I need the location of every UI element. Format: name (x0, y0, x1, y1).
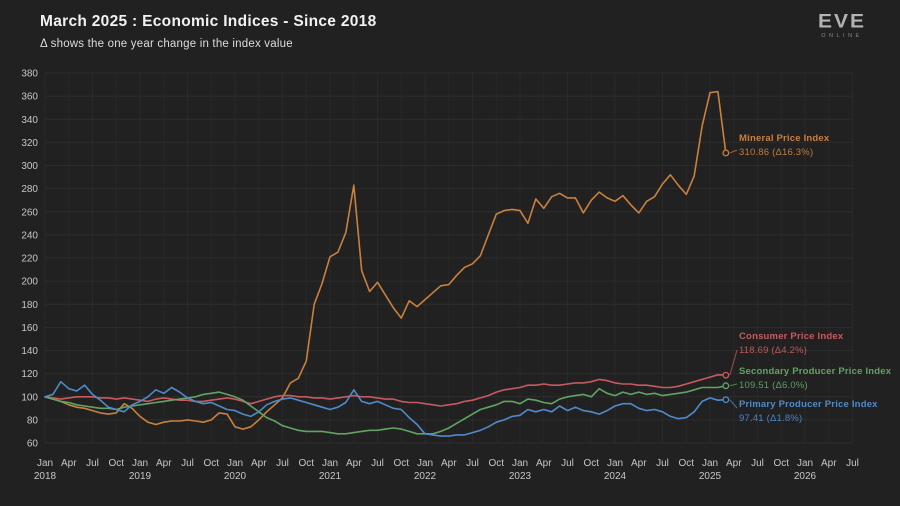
svg-text:280: 280 (21, 184, 38, 195)
svg-text:2023: 2023 (509, 471, 532, 482)
svg-text:2026: 2026 (794, 471, 817, 482)
svg-text:Jul: Jul (846, 458, 859, 469)
svg-text:Apr: Apr (631, 458, 647, 469)
svg-text:Apr: Apr (346, 458, 362, 469)
svg-text:220: 220 (21, 254, 38, 265)
svg-text:Jul: Jul (656, 458, 669, 469)
svg-text:Apr: Apr (821, 458, 837, 469)
svg-text:Jan: Jan (702, 458, 718, 469)
svg-text:Oct: Oct (773, 458, 789, 469)
eve-logo-subtext: ONLINE (821, 33, 863, 39)
svg-text:80: 80 (27, 415, 39, 426)
svg-text:Oct: Oct (678, 458, 694, 469)
svg-text:2021: 2021 (319, 471, 342, 482)
svg-text:Oct: Oct (488, 458, 504, 469)
series-label: Secondary Producer Price Index (739, 366, 892, 377)
svg-text:2019: 2019 (129, 471, 152, 482)
svg-text:Jul: Jul (86, 458, 99, 469)
series-value: 97.41 (Δ1.8%) (739, 413, 803, 424)
svg-text:180: 180 (21, 300, 38, 311)
svg-text:Jan: Jan (227, 458, 243, 469)
svg-text:Jul: Jul (561, 458, 574, 469)
svg-text:320: 320 (21, 138, 38, 149)
series-label: Mineral Price Index (739, 133, 830, 144)
annotation-secondary-producer-price-index: Secondary Producer Price Index 109.51 (Δ… (739, 366, 891, 392)
series-value: 118.69 (Δ4.2%) (739, 345, 808, 356)
svg-text:160: 160 (21, 323, 38, 334)
svg-text:Apr: Apr (61, 458, 77, 469)
svg-text:Oct: Oct (583, 458, 599, 469)
svg-text:Apr: Apr (251, 458, 267, 469)
svg-text:240: 240 (21, 230, 38, 241)
svg-text:Oct: Oct (298, 458, 314, 469)
series-value: 310.86 (Δ16.3%) (739, 147, 814, 158)
series-value: 109.51 (Δ6.0%) (739, 380, 808, 391)
svg-text:Oct: Oct (108, 458, 124, 469)
svg-text:Apr: Apr (536, 458, 552, 469)
svg-text:2025: 2025 (699, 471, 722, 482)
svg-text:Jan: Jan (417, 458, 433, 469)
svg-text:Jul: Jul (276, 458, 289, 469)
svg-text:Jul: Jul (371, 458, 384, 469)
page-subtitle: Δ shows the one year change in the index… (40, 38, 293, 50)
eve-online-logo: EVE ONLINE (812, 12, 872, 39)
page-title: March 2025 : Economic Indices - Since 20… (40, 13, 377, 30)
svg-text:2018: 2018 (34, 471, 57, 482)
svg-text:Jul: Jul (751, 458, 764, 469)
svg-text:Jan: Jan (512, 458, 528, 469)
svg-text:Jul: Jul (466, 458, 479, 469)
svg-text:Jan: Jan (607, 458, 623, 469)
svg-text:Jan: Jan (132, 458, 148, 469)
svg-text:Apr: Apr (726, 458, 742, 469)
annotation-mineral-price-index: Mineral Price Index 310.86 (Δ16.3%) (739, 133, 829, 159)
svg-text:Apr: Apr (441, 458, 457, 469)
svg-text:300: 300 (21, 161, 38, 172)
svg-text:260: 260 (21, 207, 38, 218)
eve-logo-text: EVE (817, 10, 867, 33)
svg-text:360: 360 (21, 92, 38, 103)
svg-text:340: 340 (21, 115, 38, 126)
svg-text:Oct: Oct (203, 458, 219, 469)
svg-text:60: 60 (27, 439, 39, 450)
svg-text:Jul: Jul (181, 458, 194, 469)
series-label: Primary Producer Price Index (739, 399, 878, 410)
series-label: Consumer Price Index (739, 331, 844, 342)
svg-text:2024: 2024 (604, 471, 627, 482)
svg-text:Apr: Apr (156, 458, 172, 469)
annotation-primary-producer-price-index: Primary Producer Price Index 97.41 (Δ1.8… (739, 399, 878, 425)
annotation-consumer-price-index: Consumer Price Index 118.69 (Δ4.2%) (739, 331, 843, 357)
svg-text:120: 120 (21, 369, 38, 380)
svg-text:Jan: Jan (37, 458, 53, 469)
svg-text:2022: 2022 (414, 471, 437, 482)
svg-text:380: 380 (21, 69, 38, 80)
svg-text:100: 100 (21, 392, 38, 403)
svg-text:Jan: Jan (322, 458, 338, 469)
svg-text:Jan: Jan (797, 458, 813, 469)
svg-text:Oct: Oct (393, 458, 409, 469)
svg-text:200: 200 (21, 277, 38, 288)
svg-text:2020: 2020 (224, 471, 247, 482)
svg-text:140: 140 (21, 346, 38, 357)
